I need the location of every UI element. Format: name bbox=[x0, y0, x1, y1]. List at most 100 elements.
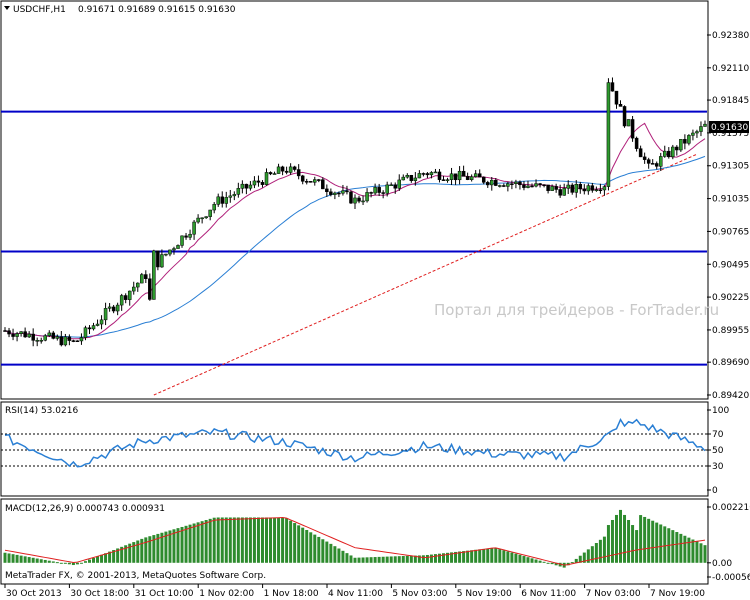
candle-body bbox=[421, 173, 426, 175]
macd-bar bbox=[208, 518, 212, 563]
candle-body bbox=[7, 330, 11, 335]
time-tick-label: 31 Oct 10:00 bbox=[135, 589, 194, 599]
candle-body bbox=[594, 189, 599, 191]
candle-body bbox=[586, 185, 591, 192]
macd-tick-label: 0.002216 bbox=[712, 503, 750, 513]
candle bbox=[47, 330, 52, 338]
candle bbox=[667, 147, 671, 159]
candle bbox=[486, 180, 490, 188]
macd-bar bbox=[55, 562, 59, 564]
candle bbox=[671, 144, 675, 160]
price-tick-label: 0.90765 bbox=[712, 227, 749, 237]
candle bbox=[618, 100, 623, 107]
candle bbox=[313, 176, 317, 186]
macd-histogram bbox=[3, 509, 707, 568]
macd-bar bbox=[594, 543, 598, 563]
candle-body bbox=[534, 183, 538, 187]
macd-bar bbox=[671, 530, 675, 563]
macd-bar bbox=[433, 554, 437, 563]
rsi-tick-label: 100 bbox=[712, 406, 729, 416]
candle-body bbox=[598, 189, 603, 191]
candle-body bbox=[522, 184, 526, 188]
candle bbox=[131, 281, 136, 295]
dropdown-triangle-icon[interactable] bbox=[4, 6, 10, 10]
macd-bar bbox=[112, 550, 116, 563]
macd-bar bbox=[35, 558, 39, 563]
price-tick-label: 0.91305 bbox=[712, 162, 749, 172]
candle bbox=[498, 184, 502, 188]
candle bbox=[457, 166, 462, 185]
macd-bar bbox=[83, 561, 87, 563]
candle bbox=[272, 171, 277, 175]
candle bbox=[357, 195, 361, 204]
candle-body bbox=[401, 176, 406, 181]
macd-bar bbox=[71, 562, 75, 566]
candle-body bbox=[473, 173, 478, 177]
candle bbox=[345, 185, 349, 195]
candle-body bbox=[252, 180, 257, 186]
price-panel-frame bbox=[0, 0, 709, 400]
candle bbox=[679, 139, 683, 152]
macd-bar bbox=[421, 555, 425, 563]
candle bbox=[566, 180, 570, 195]
price-tick-label: 0.90225 bbox=[712, 293, 749, 303]
macd-bar bbox=[679, 533, 683, 563]
candle-body bbox=[425, 173, 430, 176]
macd-bar bbox=[478, 549, 482, 563]
candle bbox=[373, 183, 377, 196]
macd-bar bbox=[148, 536, 152, 563]
candle-body bbox=[663, 150, 667, 157]
macd-bar bbox=[401, 556, 405, 563]
candle-body bbox=[506, 183, 510, 187]
macd-bar bbox=[297, 525, 301, 563]
candle bbox=[614, 90, 619, 109]
price-axis: 0.92380 0.92110 0.91845 0.91575 0.91305 0.910… bbox=[707, 31, 749, 401]
candle-body bbox=[188, 233, 192, 238]
candle-body bbox=[389, 184, 393, 186]
macd-bar bbox=[610, 519, 614, 563]
macd-bar bbox=[393, 556, 397, 563]
macd-bar bbox=[482, 548, 486, 563]
candle bbox=[622, 105, 627, 128]
macd-bar bbox=[273, 517, 277, 563]
macd-bar bbox=[643, 516, 647, 563]
macd-bar bbox=[156, 533, 160, 563]
candle-body bbox=[494, 179, 498, 186]
macd-bar bbox=[152, 535, 156, 563]
time-tick-label: 6 Nov 11:00 bbox=[521, 589, 576, 599]
candle bbox=[425, 172, 430, 178]
macd-bar bbox=[675, 532, 679, 563]
candle bbox=[663, 145, 667, 158]
macd-bar bbox=[104, 553, 108, 563]
macd-bar bbox=[631, 525, 635, 563]
candle-body bbox=[477, 173, 482, 178]
macd-bar bbox=[27, 557, 31, 563]
macd-bar bbox=[232, 517, 236, 563]
candle-body bbox=[196, 217, 200, 223]
candle-body bbox=[212, 204, 216, 211]
candle bbox=[39, 337, 43, 344]
candle-body bbox=[345, 190, 349, 193]
macd-bar bbox=[614, 514, 618, 563]
candle-body bbox=[11, 333, 15, 337]
candle-body bbox=[437, 171, 442, 180]
macd-bar bbox=[703, 545, 707, 563]
macd-bar bbox=[341, 550, 345, 563]
candle bbox=[296, 164, 301, 180]
candle-body bbox=[31, 333, 35, 341]
macd-bar bbox=[413, 555, 417, 563]
candle bbox=[606, 78, 611, 191]
candle-body bbox=[413, 177, 418, 181]
candle bbox=[3, 327, 7, 332]
macd-tick-label: -0.000564 bbox=[712, 573, 750, 583]
candle-body bbox=[180, 235, 184, 246]
candle-body bbox=[317, 179, 321, 181]
candle-body bbox=[148, 278, 152, 300]
candle-body bbox=[365, 192, 369, 202]
candle bbox=[691, 129, 695, 141]
candle bbox=[687, 134, 691, 146]
candle-body bbox=[308, 181, 313, 183]
candle bbox=[200, 217, 204, 224]
macd-bar bbox=[289, 520, 293, 563]
candle-body bbox=[461, 170, 466, 177]
